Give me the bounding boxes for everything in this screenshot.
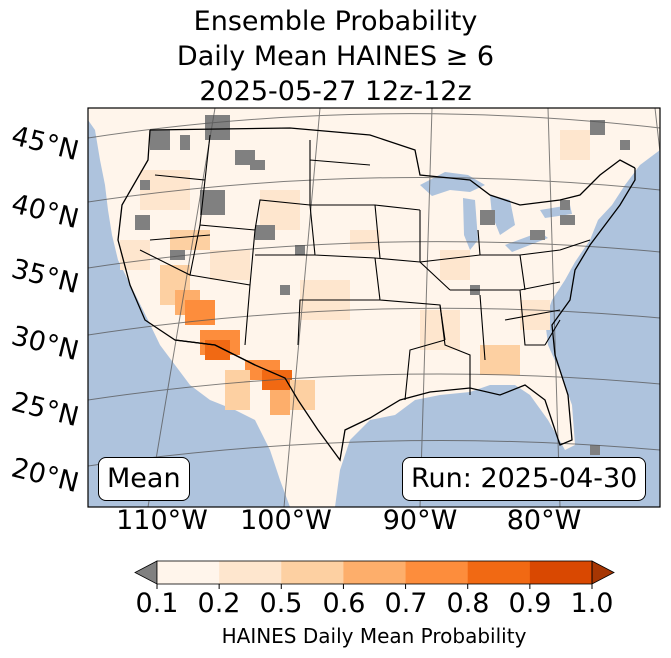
state-lines-east [419, 229, 591, 395]
us-canada-border [149, 127, 636, 206]
probability-patch [170, 230, 210, 250]
missing-data-patch [280, 285, 290, 295]
colorbar-segment [281, 561, 344, 584]
lake-michigan [463, 198, 478, 250]
colorbar-tick-1: 0.2 [197, 588, 241, 619]
missing-data-patch [530, 230, 545, 240]
parallel-30n [88, 307, 660, 336]
probability-patch [440, 250, 470, 280]
statistic-label: Mean [98, 457, 190, 501]
missing-data-patch [560, 200, 570, 210]
missing-data-patch [480, 210, 495, 225]
meridian-110w [147, 108, 216, 507]
missing-data-patch [150, 130, 170, 150]
title-line-1: Ensemble Probability [193, 6, 478, 37]
colorbar-frame [156, 560, 593, 585]
missing-data-patch [560, 215, 575, 225]
colorbar-over-arrow [591, 560, 615, 585]
missing-data-patch [140, 180, 150, 190]
missing-data-patch [255, 225, 275, 240]
probability-patch [185, 300, 215, 325]
probability-patch [480, 345, 520, 375]
parallel-40n [88, 177, 660, 203]
lake-huron [490, 195, 515, 235]
lon-label-80w: 80°W [506, 505, 582, 536]
colorbar-tick-6: 0.9 [508, 588, 552, 619]
colorbar-tick-0: 0.1 [135, 588, 179, 619]
colorbar-tick-7: 1.0 [570, 588, 614, 619]
colorbar [134, 560, 615, 589]
colorbar-segment [219, 561, 282, 584]
probability-patch [225, 370, 250, 410]
lon-label-90w: 90°W [382, 505, 458, 536]
title-line-2: Daily Mean HAINES ≥ 6 [176, 41, 495, 72]
probability-patch [420, 310, 460, 350]
missing-data-patch [620, 140, 630, 150]
missing-data-patch [590, 445, 600, 455]
parallel-25n [88, 373, 660, 401]
probability-patch [260, 190, 300, 230]
colorbar-tick-3: 0.6 [322, 588, 366, 619]
parallel-35n [88, 241, 660, 269]
colorbar-under-arrow [134, 560, 158, 585]
missing-data-patch [200, 190, 225, 215]
colorbar-segment [529, 561, 593, 584]
colorbar-tick-4: 0.7 [384, 588, 428, 619]
colorbar-title: HAINES Daily Mean Probability [221, 624, 527, 648]
colorbar-segment [405, 561, 469, 584]
state-lines-west [139, 134, 311, 346]
parallel-45n [88, 113, 660, 139]
missing-data-patch [590, 120, 605, 135]
missing-data-patch [180, 135, 190, 150]
colorbar-tick-5: 0.8 [446, 588, 490, 619]
parallel-20n [88, 440, 660, 467]
mexico-border [174, 339, 256, 366]
probability-patch [270, 390, 290, 415]
title-line-3: 2025-05-27 12z-12z [199, 76, 472, 107]
lon-label-110w: 110°W [116, 505, 208, 536]
colorbar-segment [157, 561, 220, 584]
run-date-label: Run: 2025-04-30 [402, 457, 647, 501]
missing-data-patch [250, 160, 265, 170]
map-frame [87, 107, 661, 508]
missing-data-patch [205, 115, 230, 140]
meridian-100w [283, 108, 321, 507]
missing-data-patch [295, 245, 305, 255]
colorbar-tick-2: 0.5 [259, 588, 303, 619]
colorbar-segment [343, 561, 407, 584]
probability-patch [210, 250, 250, 280]
missing-data-patch [135, 215, 150, 230]
lon-label-100w: 100°W [240, 505, 332, 536]
meridian-90w [419, 108, 433, 507]
missing-data-patch [170, 250, 185, 260]
colorbar-segment [467, 561, 531, 584]
us-outline [117, 129, 636, 462]
probability-patch [560, 130, 590, 160]
probability-patch [350, 230, 380, 250]
